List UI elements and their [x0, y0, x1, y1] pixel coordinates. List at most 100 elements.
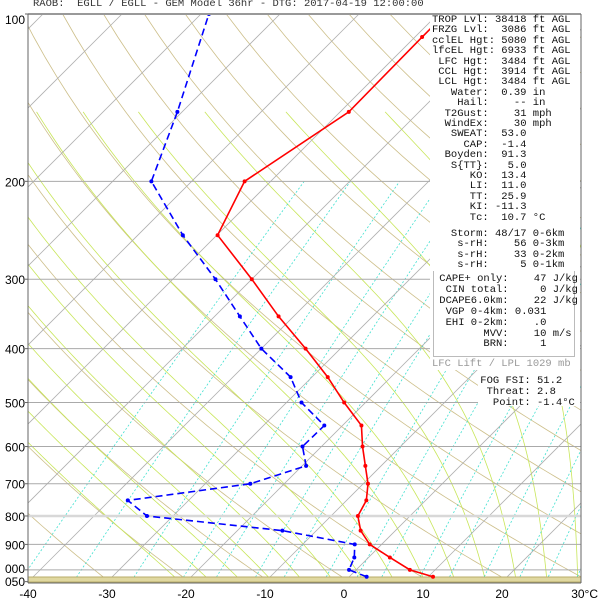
- index-label: T2Gust:: [444, 107, 489, 120]
- cape-value: 47: [533, 273, 547, 285]
- mixing-ratio-line: [322, 181, 563, 582]
- cape-row: VGP 0-4km: 0.031: [433, 305, 547, 318]
- index-row: CAP: -1.4: [432, 138, 527, 151]
- index-value: 3086: [501, 24, 527, 37]
- cape-unit: J/kg: [552, 294, 578, 307]
- temperature-point: [242, 179, 247, 184]
- x-tick-label: 0: [341, 587, 348, 601]
- moist-adiabat-line: [204, 111, 517, 582]
- index-label: cclEL Hgt:: [432, 34, 496, 47]
- index-value: 38418: [495, 14, 527, 26]
- index-row: Tc: 10.7 °C: [432, 211, 546, 224]
- index-unit: ft AGL: [532, 14, 571, 26]
- dewpoint-point: [280, 528, 285, 533]
- index-label: TT:: [469, 190, 489, 203]
- index-label: CCL Hgt:: [438, 66, 489, 78]
- x-tick-label: 30°C: [571, 587, 598, 601]
- x-tick-label: -40: [19, 587, 37, 601]
- dewpoint-point: [347, 567, 352, 572]
- dewpoint-point: [352, 542, 357, 547]
- mixing-ratio-line: [252, 181, 504, 582]
- dewpoint-point: [213, 277, 218, 282]
- fog-row: Threat: 2.8: [474, 385, 556, 398]
- index-unit: in: [532, 97, 546, 110]
- storm-value: 48/17: [495, 228, 527, 240]
- y-tick-label: 100: [5, 13, 25, 27]
- cape-row: CAPE+ only: 47 J/kg: [433, 273, 578, 285]
- index-value: --: [513, 97, 527, 110]
- cape-value: 0.031: [514, 305, 547, 318]
- index-value: -11.3: [495, 201, 527, 214]
- isotherm-line: [28, 14, 439, 425]
- index-row: TT: 25.9: [432, 190, 527, 203]
- x-tick-label: -30: [98, 587, 116, 601]
- cape-row: BRN: 1: [433, 339, 546, 350]
- dry-adiabat-line: [103, 14, 581, 452]
- fog-row: Point: -1.4°C: [474, 397, 575, 408]
- dry-adiabat-line: [62, 14, 581, 493]
- moist-adiabat-line: [138, 111, 487, 582]
- index-value: -1.4: [501, 138, 527, 151]
- temperature-point: [215, 233, 220, 238]
- fog-label: FOG FSI:: [480, 375, 531, 387]
- index-label: WindEx:: [444, 118, 489, 130]
- index-unit: mph: [532, 118, 552, 130]
- temperature-point: [303, 346, 308, 351]
- moist-adiabat-line: [28, 161, 396, 582]
- dry-adiabat-line: [594, 14, 600, 584]
- temperature-point: [407, 567, 412, 572]
- index-row: KI: -11.3: [432, 201, 527, 214]
- cape-box: CAPE+ only: 47 J/kg CIN total: 0 J/kg DCAPE6.0…: [433, 271, 578, 357]
- temperature-point: [365, 481, 370, 486]
- index-label: S{TT}:: [450, 159, 489, 172]
- y-tick-label: 300: [5, 273, 25, 287]
- index-value: 5080: [501, 34, 527, 47]
- x-tick-label: 20: [495, 587, 509, 601]
- dry-adiabat-line: [28, 445, 191, 582]
- temperature-point: [342, 400, 347, 405]
- dewpoint-point: [300, 444, 305, 449]
- temperature-point: [346, 109, 351, 114]
- storm-label: s-rH:: [457, 259, 489, 272]
- y-tick-label: 900: [5, 538, 25, 552]
- index-row: WindEx: 30 mph: [432, 118, 552, 130]
- cape-label: MVV:: [483, 327, 509, 340]
- fog-value: 2.8: [537, 385, 556, 398]
- cape-label: CIN total:: [445, 283, 509, 296]
- storm-label: s-rH:: [457, 248, 489, 261]
- x-tick-label: 10: [416, 587, 430, 601]
- index-unit: °C: [532, 211, 546, 224]
- moist-adiabat-line: [36, 111, 426, 582]
- surface-band: [27, 576, 582, 583]
- isotherm-line: [581, 14, 600, 582]
- index-label: SWEAT:: [450, 128, 489, 141]
- index-value: 25.9: [501, 190, 527, 203]
- dewpoint-point: [259, 346, 264, 351]
- dry-adiabat-line: [184, 14, 581, 371]
- storm-label: Storm:: [450, 228, 489, 240]
- storm-row: s-rH: 33 0-2km: [432, 248, 564, 261]
- cape-value: 22: [533, 294, 547, 307]
- cape-label: EHI 0-2km:: [445, 316, 509, 329]
- y-tick-label: 400: [5, 343, 25, 357]
- moist-adiabat-line: [28, 410, 212, 582]
- dewpoint-point: [304, 463, 309, 468]
- index-row: cclEL Hgt: 5080 ft AGL: [432, 34, 571, 47]
- moist-adiabat-line: [28, 263, 335, 582]
- moist-adiabat-line: [28, 342, 274, 582]
- moist-adiabat-line: [82, 111, 456, 582]
- isotherm-line: [28, 14, 123, 109]
- index-value: 31: [513, 107, 527, 120]
- y-tick-label: 200: [5, 175, 25, 189]
- index-value: 3484: [501, 55, 527, 68]
- index-unit: mph: [532, 107, 552, 120]
- isotherm-line: [28, 14, 202, 188]
- index-row: LI: 11.0: [432, 181, 527, 192]
- mixing-ratio-line: [179, 181, 443, 582]
- storm-value: 56: [513, 238, 527, 251]
- y-tick-label: 500: [5, 397, 25, 411]
- dewpoint-point: [322, 423, 327, 428]
- storm-unit: 0-1km: [532, 259, 565, 272]
- dewpoint-point: [144, 513, 149, 518]
